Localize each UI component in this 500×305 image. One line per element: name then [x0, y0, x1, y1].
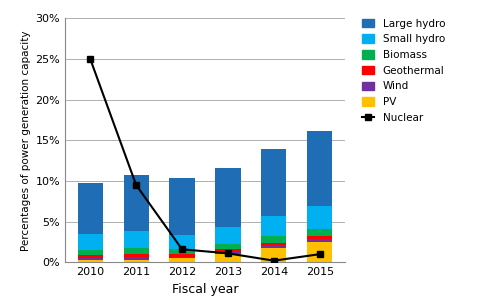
- Bar: [78, 258, 103, 260]
- Bar: [124, 175, 149, 231]
- Bar: [170, 257, 194, 258]
- Bar: [216, 249, 240, 252]
- Bar: [261, 216, 286, 236]
- Bar: [216, 227, 240, 244]
- Y-axis label: Percentages of power generation capacity: Percentages of power generation capacity: [21, 30, 31, 250]
- Bar: [307, 236, 332, 239]
- Bar: [78, 183, 103, 234]
- Bar: [216, 168, 240, 227]
- Bar: [307, 206, 332, 229]
- Bar: [307, 239, 332, 242]
- Bar: [261, 149, 286, 216]
- Bar: [170, 249, 194, 254]
- Bar: [124, 249, 149, 254]
- Bar: [124, 254, 149, 257]
- Bar: [78, 260, 103, 262]
- Legend: Large hydro, Small hydro, Biomass, Geothermal, Wind, PV, Nuclear: Large hydro, Small hydro, Biomass, Geoth…: [358, 14, 450, 127]
- Bar: [307, 229, 332, 236]
- Bar: [78, 234, 103, 250]
- Bar: [261, 236, 286, 243]
- Bar: [170, 258, 194, 262]
- X-axis label: Fiscal year: Fiscal year: [172, 283, 238, 296]
- Bar: [261, 245, 286, 249]
- Bar: [261, 249, 286, 262]
- Bar: [78, 250, 103, 255]
- Bar: [216, 244, 240, 249]
- Bar: [124, 260, 149, 262]
- Bar: [170, 235, 194, 249]
- Bar: [216, 254, 240, 262]
- Bar: [307, 242, 332, 262]
- Bar: [170, 178, 194, 235]
- Bar: [124, 257, 149, 260]
- Bar: [78, 255, 103, 258]
- Bar: [124, 231, 149, 249]
- Bar: [216, 252, 240, 254]
- Bar: [170, 254, 194, 257]
- Bar: [307, 131, 332, 206]
- Bar: [261, 243, 286, 245]
